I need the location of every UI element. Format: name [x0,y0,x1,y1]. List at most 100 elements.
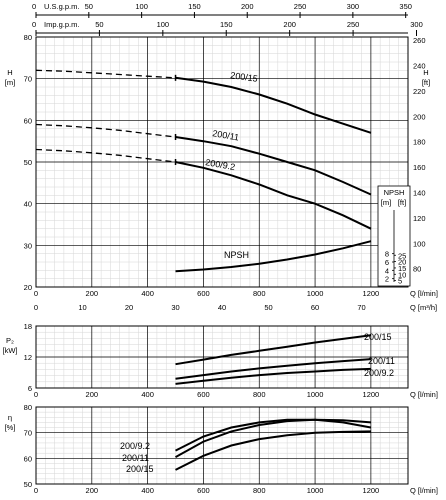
npsh-ft-tick-label: 5 [398,277,402,286]
efficiency-x-tick-label: 200 [86,486,99,495]
head-curve-NPSH [175,240,372,273]
power-curve-200-9-2 [175,367,371,385]
power-series-label: 200/9.2 [364,368,394,378]
power-x-tick-label: 0 [34,390,38,399]
head-x2-axis-label: Q [m³/h] [410,303,437,312]
head-y2-tick-label: 140 [413,189,426,198]
efficiency-x-tick-label: 400 [141,486,154,495]
head-y2-tick-label: 80 [413,265,421,274]
head-frame [35,36,409,288]
head-y-tick-label: 70 [24,75,32,84]
head-x2-tick-label: 50 [264,303,272,312]
efficiency-series-label: 200/11 [122,453,149,463]
power-curve-200-15 [175,334,372,366]
head-y-tick-label: 30 [24,241,32,250]
top-axis-tick-label: 50 [85,2,93,11]
head-x-tick-label: 1200 [363,289,380,298]
head-x2-tick-label: 60 [311,303,319,312]
power-x-tick-label: 600 [197,390,210,399]
top-axis-tick-label: 100 [157,20,170,29]
head-curve-200-15 [175,76,372,134]
head-series-label: NPSH [224,250,249,260]
head-y-tick-label: 80 [24,33,32,42]
top-axis-tick-label: 250 [294,2,307,11]
npsh-ft-tick-label: 15 [398,264,406,273]
top-axis-tick-label: 150 [220,20,233,29]
top-axis-label: Imp.g.p.m. [44,20,79,29]
top-axis-tick-label: 200 [283,20,296,29]
power-x-tick-label: 1000 [307,390,324,399]
head-y2-axis-unit: [ft] [422,78,430,87]
efficiency-y-tick-label: 70 [24,429,32,438]
top-axis-tick-label: 150 [188,2,201,11]
head-y2-axis-label: H [423,68,428,77]
efficiency-x-tick-label: 0 [34,486,38,495]
head-curve-200-11-extrapolated [35,123,176,138]
head-x-tick-label: 600 [197,289,210,298]
top-axis-tick-label: 50 [95,20,103,29]
efficiency-series-label: 200/15 [126,464,154,474]
head-x-tick-label: 1000 [307,289,324,298]
head-x-tick-label: 800 [253,289,266,298]
top-axis-tick-label: 300 [347,2,360,11]
head-curve-200-11 [175,136,372,196]
power-y-axis-unit: [kW] [3,346,18,355]
npsh-unit-m: [m] [381,198,391,207]
head-series-label: 200/11 [212,128,240,143]
npsh-m-tick-label: 4 [385,266,389,275]
npsh-ft-tick-label: 10 [398,270,406,279]
efficiency-frame [35,406,409,485]
power-y-tick-label: 18 [24,322,32,331]
power-x-tick-label: 1200 [363,390,380,399]
power-y-tick-label: 12 [24,353,32,362]
power-series-label: 200/11 [368,356,395,366]
efficiency-x-axis-label: Q [l/min] [410,486,438,495]
head-y2-tick-label: 100 [413,239,426,248]
power-frame [35,325,409,389]
efficiency-series-label: 200/9.2 [120,441,150,451]
head-y2-tick-label: 200 [413,112,426,121]
head-y-axis-unit: [m] [5,78,15,87]
power-x-tick-label: 400 [141,390,154,399]
efficiency-x-tick-label: 800 [253,486,266,495]
head-y-tick-label: 40 [24,200,32,209]
head-y2-tick-label: 180 [413,138,426,147]
head-y-tick-label: 60 [24,116,32,125]
power-curve-200-11 [175,358,371,380]
head-y2-tick-label: 120 [413,214,426,223]
head-y2-tick-label: 160 [413,163,426,172]
npsh-axis-label: NPSH [384,188,405,197]
efficiency-x-tick-label: 1000 [307,486,324,495]
top-axis-tick-label: 200 [241,2,254,11]
efficiency-y-axis-unit: [%] [5,423,16,432]
power-series-label: 200/15 [364,332,392,342]
power-x-tick-label: 800 [253,390,266,399]
top-axis-tick-label: 350 [399,2,412,11]
efficiency-curve-200-11 [175,418,371,458]
head-series-label: 200/15 [230,70,259,84]
head-x2-tick-label: 30 [171,303,179,312]
efficiency-x-tick-label: 1200 [363,486,380,495]
npsh-m-tick-label: 6 [385,258,389,267]
efficiency-curve-200-9-2 [175,418,372,452]
head-y-axis-label: H [7,68,12,77]
head-x-tick-label: 400 [141,289,154,298]
power-x-axis-label: Q [l/min] [410,390,438,399]
top-axis-tick-label: 250 [347,20,360,29]
head-x2-tick-label: 40 [218,303,226,312]
head-y-tick-label: 20 [24,283,32,292]
top-axis-label: U.S.g.p.m. [44,2,79,11]
head-y-tick-label: 50 [24,158,32,167]
head-curve-200-15-extrapolated [35,69,176,79]
head-x2-tick-label: 70 [357,303,365,312]
efficiency-curve-200-15 [175,430,371,471]
head-x2-tick-label: 10 [78,303,86,312]
top-axis-zero-label: 0 [32,20,36,29]
head-y2-tick-label: 240 [413,62,426,71]
head-x2-tick-label: 0 [34,303,38,312]
efficiency-y-tick-label: 60 [24,454,32,463]
npsh-ft-tick-label: 25 [398,251,406,260]
head-curve-200-9-2-extrapolated [35,148,176,163]
head-x-tick-label: 200 [86,289,99,298]
